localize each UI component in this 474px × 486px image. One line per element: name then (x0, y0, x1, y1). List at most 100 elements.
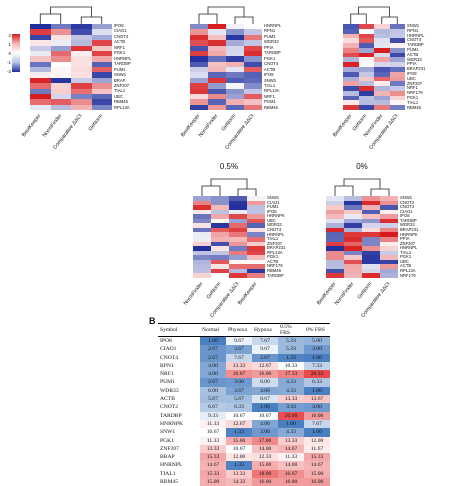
heatmap-cell (30, 29, 51, 35)
heatmap-cell (380, 196, 398, 201)
heatmap-cell (380, 250, 398, 256)
gene-label: SNW1 (267, 195, 280, 200)
heatmap-cell (358, 86, 374, 91)
gene-label: PPIA (264, 44, 274, 50)
gene-label: RPL13A (267, 249, 283, 255)
table-row: ZNF207 13.33 10.67 14.00 14.67 11.67 (158, 444, 330, 454)
rank-value-cell: 10.67 (200, 428, 226, 437)
gene-label: ZNF207 (407, 80, 423, 86)
heatmap-cell (380, 246, 398, 251)
heatmap-cell (226, 34, 244, 41)
heatmap-cell (358, 95, 374, 101)
heatmap-cell (244, 77, 262, 84)
heatmap-cell (389, 105, 405, 110)
heatmap-cell (208, 45, 226, 51)
rank-value-cell: 16.00 (278, 478, 304, 486)
heatmap-cell (389, 43, 405, 48)
heatmap-cell (247, 209, 265, 215)
rank-value-cell: 12.33 (252, 453, 278, 462)
heatmap-cell (389, 62, 405, 67)
heatmap-cell (380, 218, 398, 224)
heatmap-cell (247, 205, 265, 210)
heatmap-cell (30, 77, 51, 84)
gene-symbol-cell: CIAO1 (160, 346, 177, 353)
gene-label: HNRNPL (264, 23, 282, 28)
heatmap-cell (91, 34, 112, 41)
gene-label: PPIA (400, 236, 410, 242)
rank-value-cell: 16.67 (226, 370, 252, 379)
heatmap-cell (343, 24, 359, 29)
heatmap-cell (343, 81, 359, 87)
heatmap-cell (244, 93, 262, 100)
heatmap-cell (71, 34, 92, 41)
gene-label: PGM1 (264, 99, 276, 105)
heatmap-cell (226, 50, 244, 57)
heatmap-cell (50, 50, 71, 57)
heatmap-cell (344, 241, 362, 247)
table-row: ACTB 5.67 5.67 8.67 13.33 13.67 (158, 395, 330, 404)
heatmap-cell (362, 259, 380, 265)
heatmap-cell (229, 223, 247, 228)
gene-label: PPIA (407, 61, 417, 67)
heatmap-cell (343, 105, 359, 110)
heatmap-cell (211, 205, 229, 210)
heatmap-cell (91, 88, 112, 94)
gene-label: IPO8 (114, 23, 124, 28)
rank-value-cell: 3.00 (252, 428, 278, 437)
heatmap-cell (344, 268, 362, 274)
heatmap-cell (358, 105, 374, 110)
dendrogram-branches (39, 6, 103, 24)
heatmap-cell (229, 236, 247, 242)
heatmap-cell (91, 83, 112, 89)
heatmap-cell (226, 29, 244, 35)
rank-value-cell: 2.67 (200, 378, 226, 387)
column-dendrogram (198, 6, 254, 24)
heatmap-cell (193, 227, 211, 233)
heatmap-cell (244, 34, 262, 41)
heatmap-cell (326, 218, 344, 224)
gene-label: ZNF207 (267, 240, 283, 246)
table-header-cell: 0% FBS (304, 323, 330, 337)
legend-tick: -2 (6, 69, 11, 74)
heatmap-cell (71, 104, 92, 110)
rank-value-cell: 10.67 (226, 444, 252, 454)
rank-value-cell: 6.00 (200, 386, 226, 396)
heatmap-cell (229, 227, 247, 233)
heatmap-cell (326, 236, 344, 242)
heatmap-cell (343, 95, 359, 101)
gene-symbol-cell: IPO8 (160, 338, 172, 344)
heatmap-cell (362, 255, 380, 260)
heatmap-cell (343, 90, 359, 96)
heatmap-cell (343, 62, 359, 67)
heatmap-cell (389, 95, 405, 101)
heatmap-cell (71, 72, 92, 78)
rank-value-cell: 12.67 (226, 419, 252, 429)
heatmap-cell (30, 56, 51, 62)
heatmap-cell (344, 255, 362, 260)
rank-value-cell: 17.00 (252, 436, 278, 445)
heatmap-cell (326, 264, 344, 269)
heatmap-cell (247, 196, 265, 201)
heatmap-cell (91, 77, 112, 84)
heatmap-cell (358, 76, 374, 82)
gene-symbol-cell: RBM45 (160, 479, 179, 486)
heatmap-cell (193, 209, 211, 215)
heatmap-cell (247, 214, 265, 219)
gene-label: ZNF207 (114, 82, 130, 88)
heatmap-cell (50, 99, 71, 105)
heatmap-cell (344, 200, 362, 206)
rank-value-cell: 1.00 (304, 386, 330, 396)
heatmap-cell (211, 250, 229, 256)
rank-value-cell: 10.33 (278, 361, 304, 371)
gene-labels: HNRNPL RPN1 PUM1 WDR33 PPIA TARDBP PGK1 CNOT4 AC… (264, 23, 282, 110)
table-header-cell: Physoxa (226, 323, 252, 337)
heatmap-cell (374, 52, 390, 58)
rank-value-cell: 1.33 (278, 353, 304, 362)
heatmap-cell (389, 81, 405, 87)
gene-label: CIAO1 (114, 28, 127, 34)
heatmap-cell (190, 104, 208, 110)
rank-value-cell: 5.00 (304, 336, 330, 346)
gene-label: NRF179 (267, 263, 283, 269)
rank-value-cell: 14.67 (278, 444, 304, 454)
heatmap-cell (343, 100, 359, 106)
